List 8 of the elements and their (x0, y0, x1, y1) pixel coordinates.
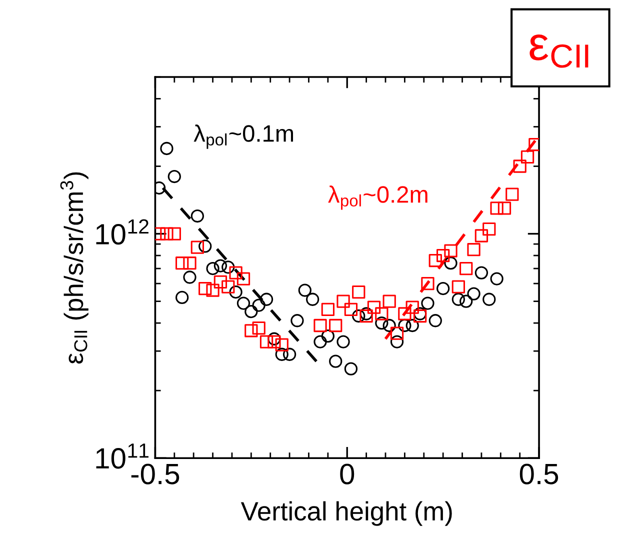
y-axis-title: ε$_{CII}$ (ph/s/sr/cm$^{3}$) (60, 172, 88, 364)
x-axis-title: Vertical height (m) (240, 501, 452, 526)
x-tick-label: 0.5 (520, 464, 558, 484)
text: λ$_{pol}$~0.1m (194, 124, 294, 149)
x-tick-label: 0 (340, 464, 354, 484)
series-label: λ$_{pol}$~0.2m (328, 186, 428, 210)
y-tick-label: 10$^{12}$ (96, 219, 148, 245)
text: ε$_{CII}$ (530, 34, 588, 68)
